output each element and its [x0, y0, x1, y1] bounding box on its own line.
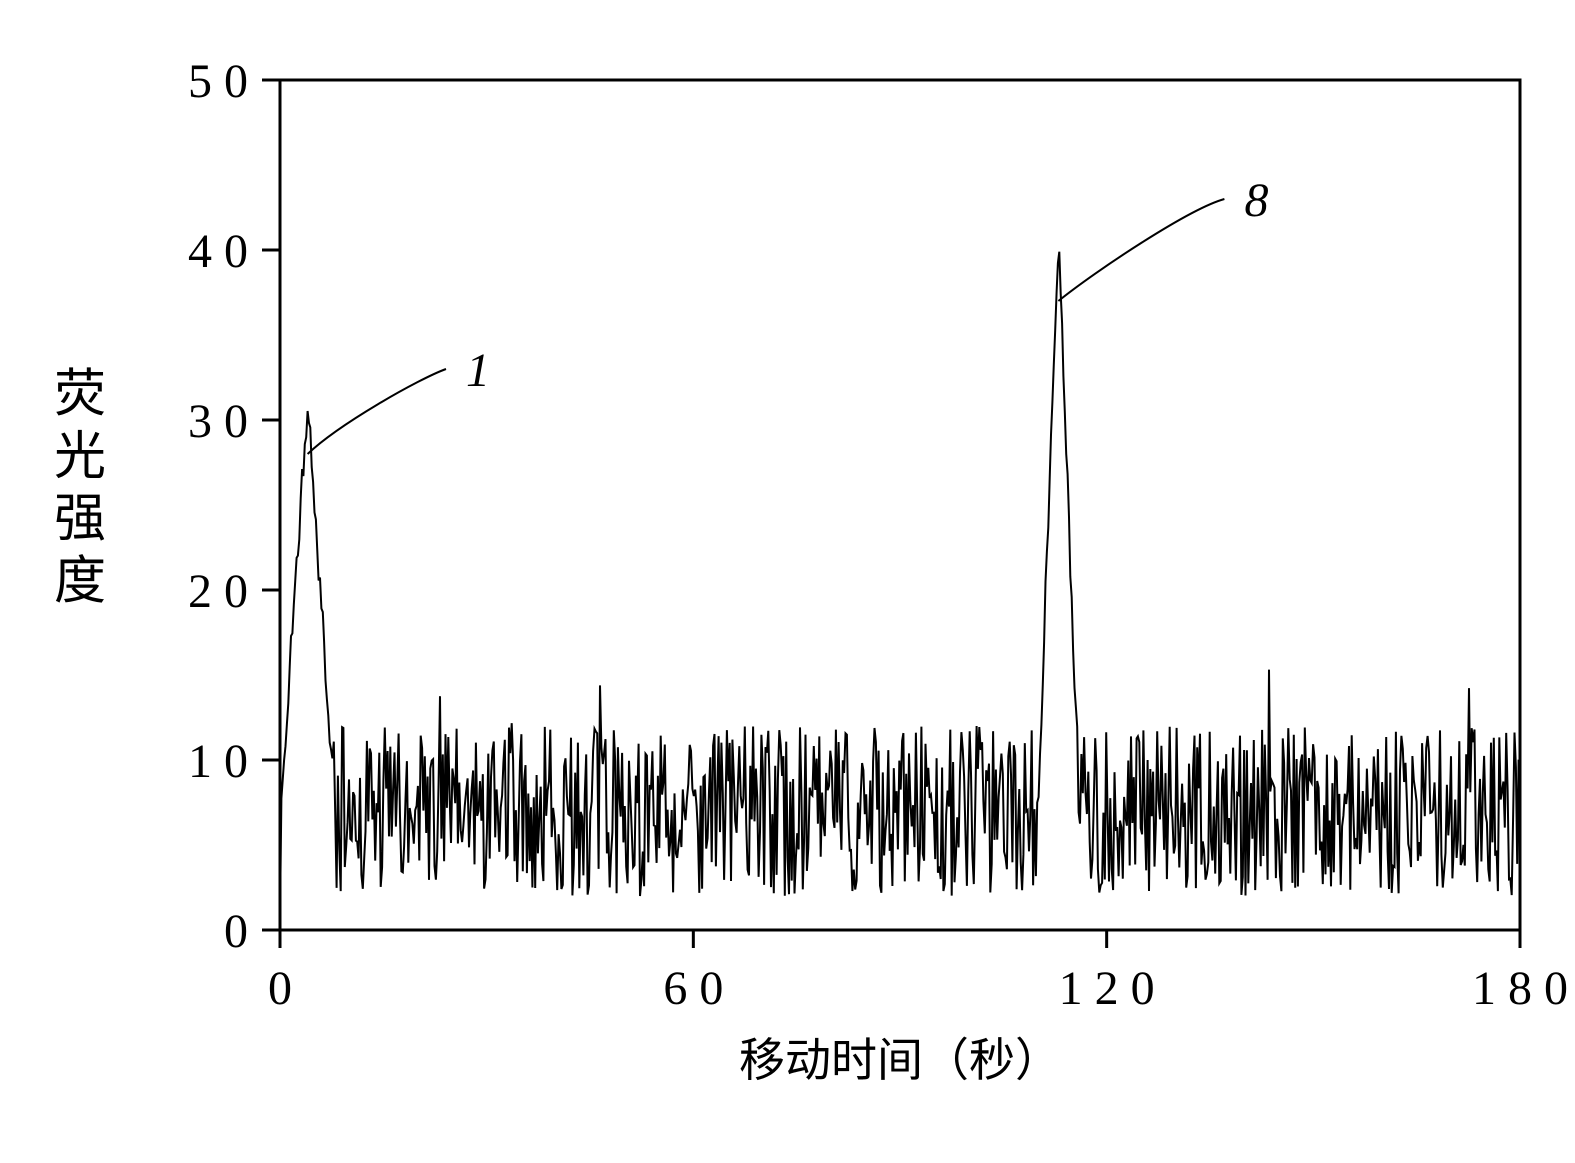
y-tick-label: 5 0	[188, 55, 248, 108]
annotation-leader	[1058, 199, 1224, 301]
electropherogram-chart: 0 6 0 1 2 0 1 8 0 0 1 0 2 0 3 0 4 0 5 0 荧光强度移动时间（秒…	[20, 20, 1575, 1143]
y-tick-label: 3 0	[188, 395, 248, 448]
x-tick-label: 0	[268, 962, 292, 1015]
y-tick-label: 1 0	[188, 735, 248, 788]
annotation-label: 8	[1244, 174, 1268, 227]
x-tick-label: 1 2 0	[1059, 962, 1155, 1015]
x-tick-label: 1 8 0	[1472, 962, 1568, 1015]
annotation-label: 1	[466, 344, 490, 397]
y-tick-label: 4 0	[188, 225, 248, 278]
annotation-leader	[308, 369, 446, 454]
chart-container: 0 6 0 1 2 0 1 8 0 0 1 0 2 0 3 0 4 0 5 0 荧光强度移动时间（秒…	[20, 20, 1575, 1143]
y-tick-label: 2 0	[188, 565, 248, 618]
y-tick-label: 0	[224, 905, 248, 958]
y-axis-label-char: 光	[54, 429, 106, 486]
y-axis-label-char: 强	[54, 491, 106, 548]
x-axis-label: 移动时间（秒）	[739, 1035, 1061, 1086]
y-axis-label-char: 度	[54, 554, 106, 611]
x-tick-label: 6 0	[663, 962, 723, 1015]
y-axis-label-char: 荧	[54, 366, 106, 423]
